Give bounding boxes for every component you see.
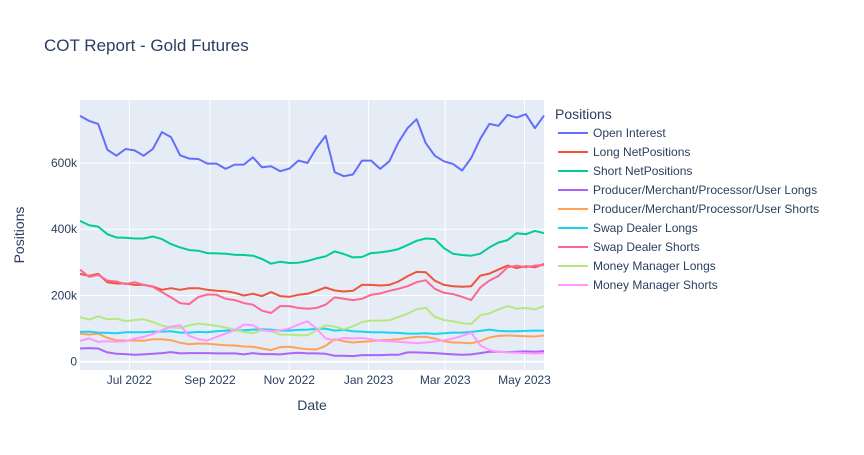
y-tick-label: 600k <box>51 156 78 170</box>
y-tick-label: 0 <box>70 355 77 369</box>
series-line-money-manager-longs <box>79 305 545 337</box>
legend-label: Money Manager Longs <box>593 259 716 273</box>
legend: Positions Open Interest Long NetPositions… <box>555 106 819 292</box>
x-tick-label: Sep 2022 <box>184 373 236 387</box>
legend-label: Swap Dealer Shorts <box>593 240 700 254</box>
series-line-long-netpositions <box>79 263 545 298</box>
series-line-producer-merchant-processor-user-shorts <box>79 332 545 352</box>
x-tick-labels: Jul 2022 Sep 2022 Nov 2022 Jan 2023 Mar 2023… <box>107 373 551 387</box>
series-lines <box>79 113 545 358</box>
legend-label: Producer/Merchant/Processor/User Shorts <box>593 202 819 216</box>
x-tick-label: Nov 2022 <box>264 373 316 387</box>
series-line-open-interest <box>79 113 545 178</box>
y-tick-labels: 0 200k 400k 600k <box>51 156 78 369</box>
legend-label: Producer/Merchant/Processor/User Longs <box>593 183 817 197</box>
legend-items: Open Interest Long NetPositions Short NetP… <box>558 126 819 292</box>
legend-label: Money Manager Shorts <box>593 278 718 292</box>
x-tick-label: Jan 2023 <box>344 373 394 387</box>
series-line-short-netpositions <box>79 219 545 265</box>
legend-title: Positions <box>555 106 612 122</box>
y-axis-label: Positions <box>11 207 27 264</box>
series-line-swap-dealer-shorts <box>79 264 545 314</box>
x-tick-label: Mar 2023 <box>420 373 471 387</box>
series-line-money-manager-shorts <box>79 320 545 355</box>
y-tick-label: 400k <box>51 222 78 236</box>
y-tick-label: 200k <box>51 288 78 302</box>
legend-label: Swap Dealer Longs <box>593 221 698 235</box>
x-axis-label: Date <box>297 397 327 413</box>
x-tick-label: May 2023 <box>498 373 551 387</box>
series-line-producer-merchant-processor-user-longs <box>79 347 545 358</box>
legend-label: Long NetPositions <box>593 145 690 159</box>
chart-title: COT Report - Gold Futures <box>44 36 249 55</box>
legend-label: Open Interest <box>593 126 666 140</box>
legend-label: Short NetPositions <box>593 164 692 178</box>
x-tick-label: Jul 2022 <box>107 373 153 387</box>
